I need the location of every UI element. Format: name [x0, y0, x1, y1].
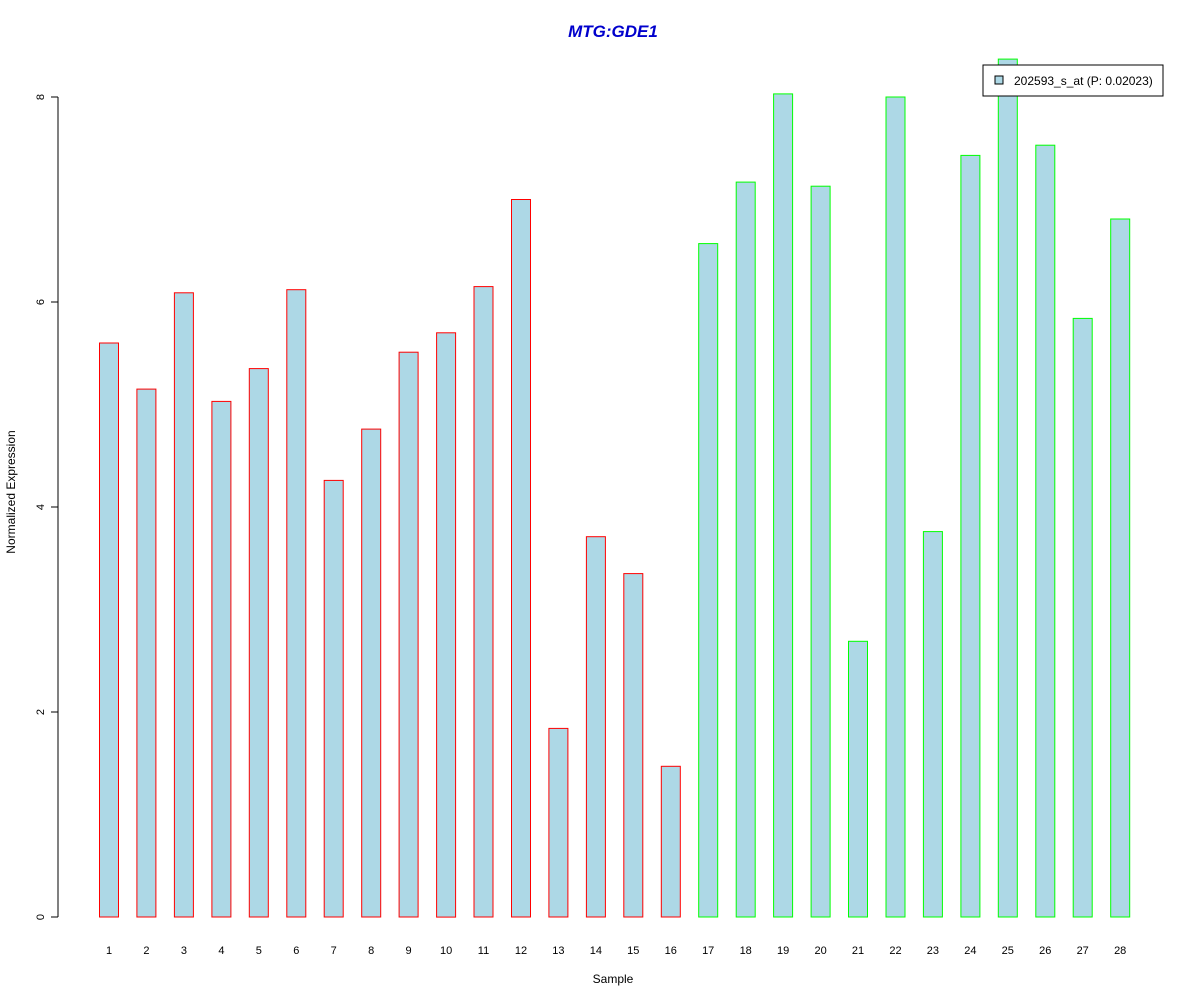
bar-sample-17	[698, 243, 719, 918]
x-axis-tick-label: 3	[181, 945, 187, 957]
bar-sample-11	[473, 286, 494, 918]
x-axis-tick-label: 13	[552, 945, 564, 957]
y-axis-tick-label: 6	[35, 299, 47, 305]
x-axis-tick-label: 5	[256, 945, 262, 957]
bar-sample-6	[286, 289, 307, 918]
bar-sample-2	[136, 388, 157, 918]
bar-sample-10	[436, 332, 457, 918]
x-axis-tick-labels: 1 2 3 4 5 6 7 8 9 10 11 12 13 14 15 16 17 18 19 20 21 22 23 24 2…	[106, 945, 1126, 957]
bar-sample-24	[960, 154, 981, 918]
x-axis-tick-label: 18	[740, 945, 752, 957]
bar-sample-15	[623, 573, 644, 918]
x-axis-tick-label: 9	[406, 945, 412, 957]
x-axis-tick-label: 14	[590, 945, 602, 957]
x-axis-tick-label: 12	[515, 945, 527, 957]
bar-sample-22	[885, 96, 906, 918]
y-axis-tick-label: 2	[35, 709, 47, 715]
x-axis-tick-label: 19	[777, 945, 789, 957]
bar-sample-26	[1035, 144, 1056, 918]
bar-sample-23	[922, 531, 943, 918]
legend-series-label: 202593_s_at (P: 0.02023)	[1014, 74, 1153, 88]
x-axis-tick-label: 28	[1114, 945, 1126, 957]
bar-sample-18	[735, 181, 756, 918]
bar-sample-3	[173, 292, 194, 918]
x-axis-tick-label: 15	[627, 945, 639, 957]
x-axis-tick-label: 16	[665, 945, 677, 957]
bar-sample-13	[548, 727, 569, 918]
bar-sample-19	[773, 93, 794, 918]
x-axis-tick-label: 23	[927, 945, 939, 957]
bar-sample-5	[248, 368, 269, 918]
bar-sample-1	[99, 342, 119, 918]
bar-sample-8	[361, 428, 382, 918]
x-axis-tick-label: 26	[1039, 945, 1051, 957]
y-axis-tick-label: 0	[35, 914, 47, 920]
bar-sample-21	[848, 640, 868, 918]
x-axis-tick-label: 21	[852, 945, 864, 957]
y-axis-label: Normalized Expression	[4, 430, 18, 553]
x-axis-tick-label: 25	[1002, 945, 1014, 957]
x-axis-tick-label: 11	[478, 945, 489, 957]
legend-box	[982, 64, 1164, 97]
y-axis-tick-label: 4	[35, 504, 47, 510]
x-axis-tick-label: 20	[814, 945, 826, 957]
legend-swatch	[994, 75, 1004, 85]
x-axis-tick-label: 2	[143, 945, 149, 957]
bar-sample-20	[810, 185, 831, 918]
bar-sample-28	[1110, 218, 1131, 918]
x-axis-tick-label: 7	[331, 945, 337, 957]
bar-sample-12	[511, 199, 531, 918]
x-axis-tick-label: 27	[1077, 945, 1089, 957]
x-axis-label: Sample	[593, 972, 634, 986]
x-axis-tick-label: 22	[889, 945, 901, 957]
bar-sample-4	[211, 400, 232, 918]
bar-sample-7	[323, 479, 344, 918]
bar-sample-9	[398, 351, 419, 918]
x-axis-tick-label: 8	[368, 945, 374, 957]
legend: 202593_s_at (P: 0.02023)	[982, 64, 1164, 97]
x-axis-tick-label: 1	[106, 945, 112, 957]
x-axis-tick-label: 6	[293, 945, 299, 957]
x-axis-tick-label: 4	[218, 945, 224, 957]
y-axis-tick-label: 8	[35, 94, 47, 100]
y-axis: 0 2 4 6 8	[35, 94, 59, 920]
bar-sample-16	[660, 765, 681, 918]
bar-sample-27	[1072, 317, 1093, 918]
x-axis-tick-label: 24	[964, 945, 976, 957]
x-axis-tick-label: 17	[702, 945, 714, 957]
x-axis-tick-label: 10	[440, 945, 452, 957]
bar-sample-14	[585, 536, 606, 918]
bar-sample-25	[997, 58, 1018, 918]
bar-series	[99, 58, 1131, 918]
chart-title: MTG:GDE1	[568, 22, 658, 41]
